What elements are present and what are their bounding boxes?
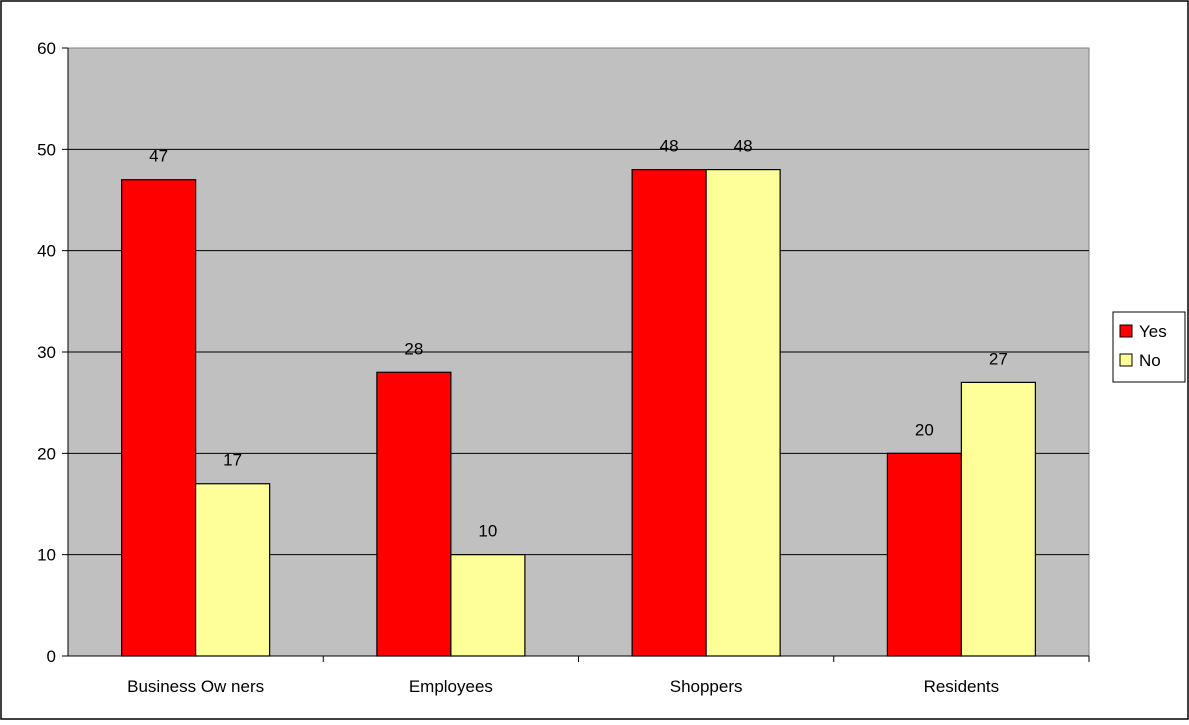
legend-label-yes: Yes <box>1139 322 1167 341</box>
data-label: 47 <box>149 147 168 166</box>
data-label: 27 <box>989 349 1008 368</box>
bar-yes-2 <box>631 169 707 657</box>
bar-yes-3 <box>886 452 962 657</box>
y-tick-label: 10 <box>37 546 56 565</box>
data-label: 20 <box>915 420 934 439</box>
data-label: 28 <box>404 339 423 358</box>
y-tick-label: 50 <box>37 140 56 159</box>
x-tick-label: Employees <box>409 677 493 696</box>
data-label: 48 <box>734 137 753 156</box>
data-label: 10 <box>478 522 497 541</box>
x-tick-label: Business Ow ners <box>127 677 264 696</box>
y-tick-label: 30 <box>37 343 56 362</box>
y-tick-label: 40 <box>37 242 56 261</box>
data-label: 17 <box>223 451 242 470</box>
y-tick-label: 20 <box>37 444 56 463</box>
bar-no-3 <box>960 381 1036 657</box>
legend-swatch-yes <box>1119 324 1133 338</box>
bar-yes-1 <box>376 371 452 657</box>
data-label: 48 <box>660 137 679 156</box>
legend: Yes No <box>1112 311 1186 383</box>
bar-yes-0 <box>121 179 197 657</box>
bar-no-0 <box>195 483 271 657</box>
x-tick-label: Residents <box>924 677 1000 696</box>
bars <box>121 169 1036 657</box>
y-tick-label: 60 <box>37 39 56 58</box>
legend-box <box>1112 311 1186 383</box>
bar-no-2 <box>705 169 781 657</box>
bar-no-1 <box>450 554 526 657</box>
data-labels: 47 17 28 10 48 48 20 27 <box>149 137 1008 541</box>
legend-label-no: No <box>1139 351 1161 370</box>
axes: 0 10 20 30 40 50 60 Business Ow ners Employees Sh… <box>37 39 1090 696</box>
y-tick-label: 0 <box>47 647 56 666</box>
x-tick-label: Shoppers <box>670 677 743 696</box>
legend-swatch-no <box>1119 353 1133 367</box>
